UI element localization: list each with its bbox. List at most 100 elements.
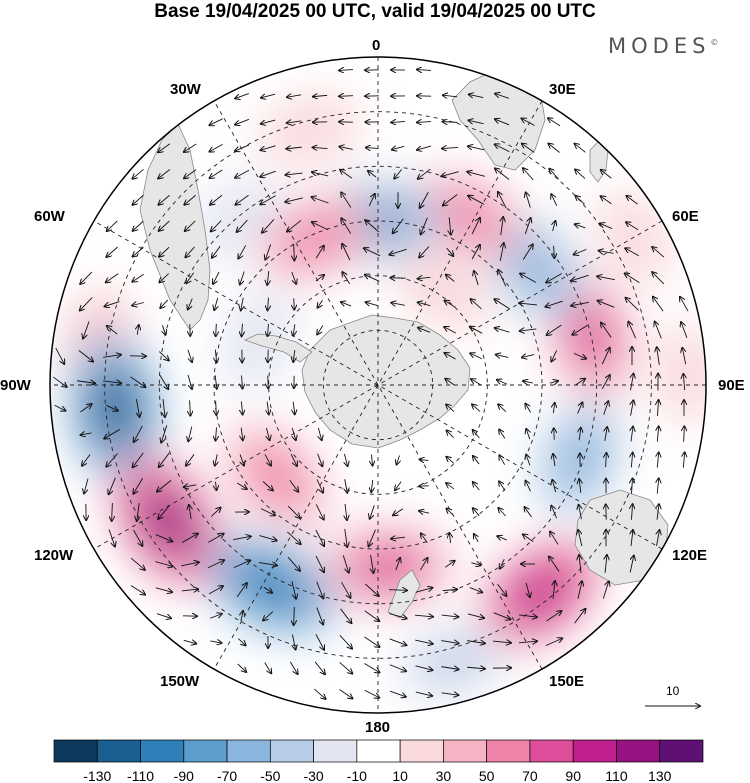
colorbar-tick-label: -130 [83, 768, 111, 783]
wind-vector-51 [260, 170, 276, 177]
modes-logo: MODES© [608, 34, 718, 58]
wind-vector-210 [551, 350, 558, 361]
wind-vector-13 [469, 94, 484, 97]
wind-vector-291 [473, 456, 480, 465]
wind-vector-373 [259, 563, 277, 566]
wind-vector-335 [393, 508, 404, 516]
wind-vector-167 [494, 299, 510, 310]
wind-vector-237 [80, 404, 91, 413]
wind-vector-198 [103, 355, 121, 358]
wind-vector-196 [55, 347, 65, 364]
map-border [49, 56, 707, 714]
colorbar-swatch-3 [183, 739, 228, 763]
wind-vector-430 [339, 635, 352, 648]
wind-vector-418 [441, 615, 459, 617]
wind-vector-254 [657, 400, 658, 416]
wind-vector-448 [467, 667, 485, 669]
wind-vector-220 [159, 374, 169, 389]
lon-label-30w: 30W [170, 81, 201, 98]
wind-vector-453 [390, 690, 406, 697]
wind-vector-265 [318, 427, 321, 440]
wind-vector-148 [597, 276, 615, 279]
wind-vector-26 [495, 119, 510, 126]
colorbar-swatch-10 [486, 739, 531, 763]
wind-vector-395 [316, 581, 324, 599]
wind-vector-341 [551, 506, 558, 519]
wind-vector-284 [290, 453, 297, 466]
wind-vector-77 [443, 194, 458, 206]
wind-vector-435 [467, 641, 485, 644]
colorbar-tick-label: -70 [217, 768, 237, 783]
wind-vector-228 [497, 380, 508, 385]
wind-vector-120 [471, 245, 480, 260]
wind-vector-253 [631, 400, 634, 416]
wind-vector-151 [80, 297, 93, 310]
wind-vector-447 [441, 667, 458, 670]
wind-vector-340 [524, 507, 532, 518]
wind-vector-28 [548, 118, 561, 127]
wind-vector-96 [393, 218, 404, 234]
wind-vector-158 [268, 297, 269, 311]
wind-vector-261 [215, 427, 216, 440]
wind-vector-223 [242, 375, 243, 388]
wind-vector-452 [364, 689, 380, 698]
wind-vector-150 [652, 272, 665, 285]
wind-vector-128 [80, 271, 93, 284]
wind-vector-432 [389, 638, 407, 645]
wind-vector-226 [445, 379, 456, 386]
wind-vector-3 [417, 70, 432, 71]
colorbar-swatch-14 [659, 739, 704, 763]
wind-vector-306 [236, 482, 247, 489]
wind-vector-434 [441, 641, 458, 644]
wind-vector-252 [603, 401, 609, 415]
wind-vector-139 [365, 275, 380, 282]
wind-vector-63 [575, 169, 586, 179]
wind-vector-359 [449, 533, 450, 543]
colorbar: -130 -110 -90 -70 -50 -30 -10 10 30 50 70 90 110 130 [53, 739, 704, 783]
wind-vector-76 [420, 191, 429, 208]
wind-vector-48 [184, 169, 197, 179]
wind-vector-80 [526, 192, 531, 208]
wind-vector-132 [186, 272, 195, 284]
wind-vector-304 [184, 485, 197, 487]
wind-vector-136 [291, 271, 296, 284]
wind-vector-172 [626, 298, 639, 311]
wind-vector-455 [441, 693, 459, 695]
wind-vector-431 [364, 636, 380, 647]
wind-vector-195 [681, 322, 688, 339]
wind-vector-161 [341, 302, 352, 306]
wind-vector-209 [522, 355, 535, 358]
wind-vector-165 [444, 301, 456, 308]
wind-vector-271 [579, 428, 581, 441]
wind-vector-191 [572, 324, 588, 335]
colorbar-swatch-2 [140, 739, 185, 763]
wind-vector-454 [415, 691, 432, 696]
wind-vector-42 [495, 144, 510, 153]
lon-label-60e: 60E [672, 208, 699, 225]
wind-vector-385 [579, 555, 581, 573]
wind-vector-230 [549, 381, 558, 383]
wind-vector-208 [496, 355, 509, 358]
wind-vector-238 [106, 404, 118, 410]
wind-vector-93 [312, 222, 329, 231]
wind-vector-106 [106, 246, 118, 257]
wind-vector-155 [188, 298, 193, 310]
wind-vector-378 [395, 558, 400, 571]
wind-vector-417 [414, 615, 433, 617]
wind-vector-377 [371, 555, 374, 573]
wind-vector-108 [159, 246, 170, 257]
wind-vector-296 [606, 453, 607, 468]
wind-vector-133 [213, 271, 220, 284]
wind-vector-269 [526, 429, 530, 440]
graticule [50, 57, 706, 713]
lon-label-120e: 120E [672, 547, 708, 564]
wind-vector-399 [415, 588, 433, 593]
colorbar-swatch-0 [53, 739, 98, 763]
wind-vector-184 [317, 325, 324, 335]
wind-vector-171 [598, 301, 615, 308]
meridian-150 [213, 100, 543, 670]
wind-vector-192 [601, 323, 612, 338]
wind-vector-97 [421, 217, 428, 235]
wind-vector-166 [471, 299, 482, 310]
wind-vector-122 [522, 244, 533, 260]
